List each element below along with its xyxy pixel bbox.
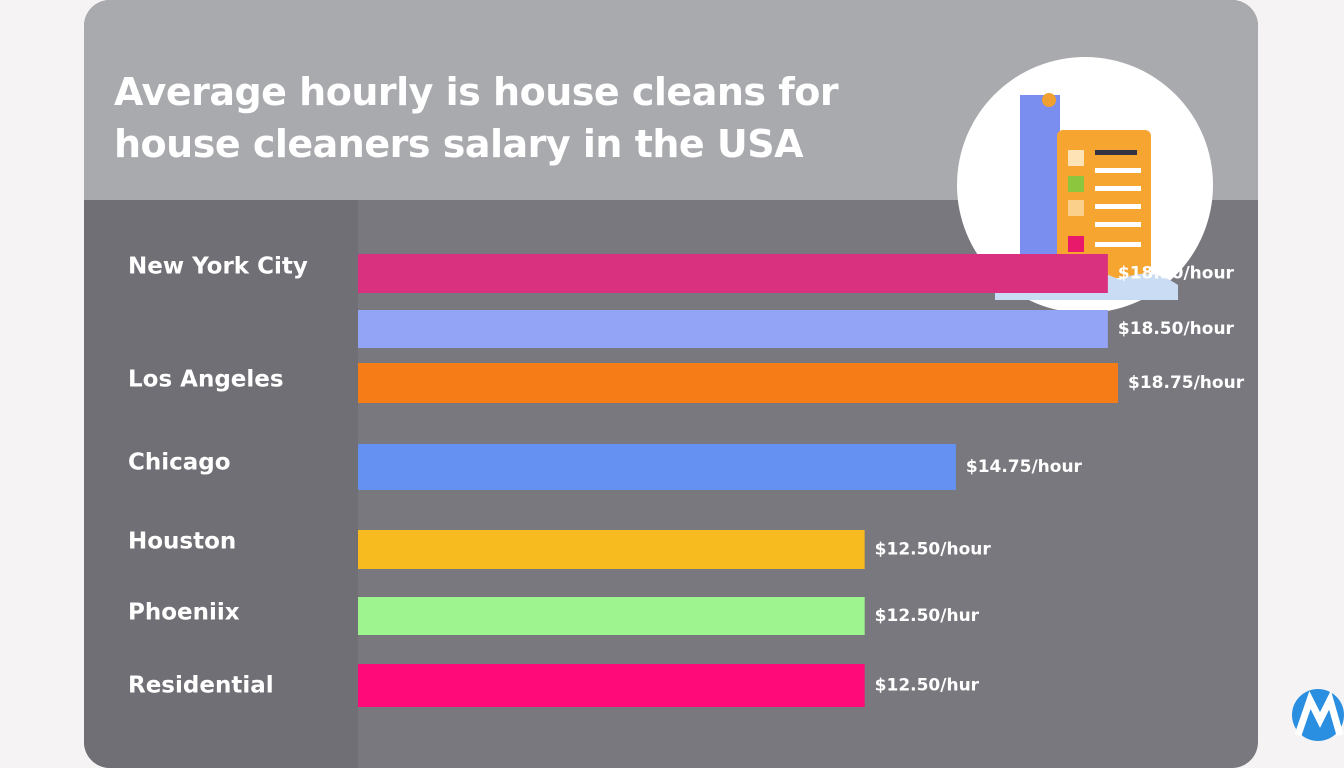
category-label: Phoeniix [128, 600, 240, 626]
bar [358, 664, 865, 707]
value-label: $18.50/hour [1118, 319, 1235, 339]
illustration [957, 57, 1213, 313]
category-label: Chicago [128, 450, 231, 476]
label-panel [84, 200, 358, 768]
value-label: $12.50/hur [875, 606, 980, 626]
bar [358, 597, 865, 635]
bar [358, 444, 956, 490]
value-label: $12.50/hour [875, 540, 992, 560]
bar [358, 254, 1108, 293]
value-label: $18.75/hour [1128, 373, 1245, 393]
chart-title: Average hourly is house cleans for house… [114, 70, 839, 166]
bar [358, 530, 865, 569]
category-label: Houston [128, 529, 236, 555]
value-label: $18.50/hour [1118, 264, 1235, 284]
bar [358, 363, 1118, 403]
logo [1292, 689, 1344, 741]
bar [358, 310, 1108, 348]
value-label: $14.75/hour [966, 457, 1083, 477]
category-label: Residential [128, 673, 274, 699]
category-label: Los Angeles [128, 367, 284, 393]
category-label: New York City [128, 254, 308, 280]
value-label: $12.50/hur [875, 676, 980, 696]
